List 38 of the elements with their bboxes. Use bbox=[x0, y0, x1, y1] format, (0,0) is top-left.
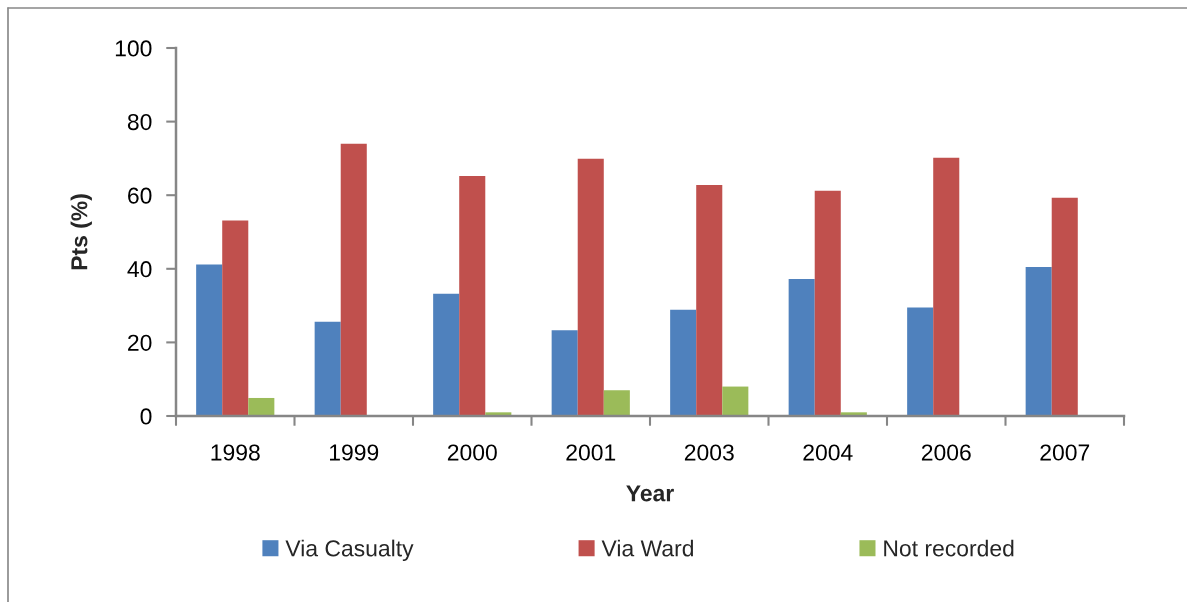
x-tick-label: 2004 bbox=[803, 444, 853, 461]
x-tick-label: 2007 bbox=[1040, 444, 1090, 461]
x-tick-label: 2006 bbox=[921, 444, 971, 461]
legend-label: Via Ward bbox=[601, 539, 693, 557]
bar bbox=[433, 293, 460, 416]
x-tick-label: 2003 bbox=[684, 444, 734, 461]
bar bbox=[340, 143, 367, 416]
y-tick-label: 60 bbox=[128, 187, 152, 204]
bar bbox=[1025, 266, 1052, 416]
y-tick-label: 40 bbox=[127, 261, 152, 278]
bar bbox=[670, 309, 697, 416]
bar bbox=[907, 307, 934, 416]
bar bbox=[459, 176, 486, 416]
legend-label: Via Casualty bbox=[285, 539, 414, 561]
bar bbox=[788, 279, 815, 416]
x-axis-title: Year bbox=[626, 485, 674, 502]
y-tick-label: 100 bbox=[115, 40, 152, 57]
bar bbox=[577, 158, 604, 416]
bar bbox=[314, 321, 341, 416]
x-tick-label: 1998 bbox=[211, 444, 260, 461]
x-tick-label: 1999 bbox=[330, 444, 379, 461]
bar bbox=[196, 264, 223, 416]
legend-label: Not recorded bbox=[884, 539, 1014, 557]
bar bbox=[551, 330, 578, 416]
y-tick-label: 0 bbox=[140, 408, 152, 425]
y-tick-label: 20 bbox=[128, 334, 152, 351]
y-tick-label: 80 bbox=[127, 113, 152, 131]
bar bbox=[933, 157, 960, 416]
bar bbox=[222, 220, 249, 416]
bar bbox=[696, 184, 723, 416]
bar bbox=[1051, 197, 1078, 416]
y-axis-title: Pts (%) bbox=[70, 194, 92, 270]
x-tick-label: 2000 bbox=[447, 444, 497, 461]
bar bbox=[722, 386, 749, 416]
bar bbox=[814, 190, 841, 416]
bar bbox=[603, 390, 630, 416]
x-tick-label: 2001 bbox=[566, 444, 616, 461]
bar bbox=[248, 397, 275, 416]
